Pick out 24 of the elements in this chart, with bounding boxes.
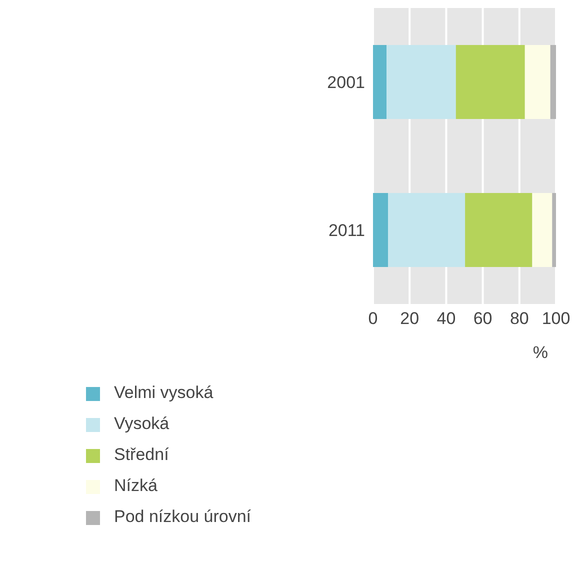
x-tick-label: 0 (368, 309, 378, 328)
y-tick-label: 2001 (327, 73, 365, 92)
x-tick-label: 40 (436, 309, 456, 328)
bar (552, 193, 556, 267)
bar (373, 193, 388, 267)
legend-label: Nízká (114, 476, 158, 495)
bar (456, 45, 525, 119)
bar (465, 193, 532, 267)
y-tick-label: 2011 (328, 221, 365, 240)
bar (388, 193, 466, 267)
legend-label: Střední (114, 445, 169, 464)
x-tick-label: 20 (400, 309, 420, 328)
legend-label: Pod nízkou úrovní (114, 507, 252, 526)
legend-label: Vysoká (114, 414, 170, 433)
bar (373, 45, 387, 119)
x-tick-label: 80 (510, 309, 529, 328)
legend-label: Velmi vysoká (114, 383, 214, 402)
bar (532, 193, 552, 267)
x-axis-title: % (532, 343, 548, 362)
bar (386, 45, 456, 119)
x-tick-label: 60 (473, 309, 492, 328)
bar (524, 45, 550, 119)
bar (550, 45, 556, 119)
x-tick-label: 100 (542, 309, 570, 328)
